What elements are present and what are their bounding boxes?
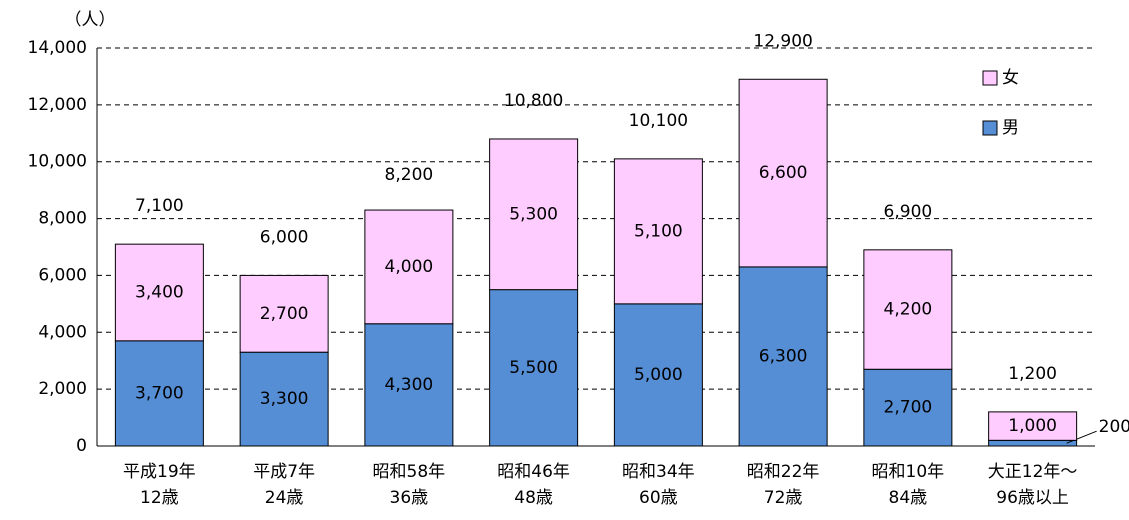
value-label: 2,700 [884,398,933,418]
bar-segment [613,158,703,305]
x-tick-label: 昭和58年 [373,462,446,482]
x-tick-label: 平成7年 [253,462,315,482]
x-tick-label: 72歳 [764,488,803,508]
bar-segment [364,323,454,447]
total-label: 10,100 [629,111,688,131]
bar-segment [738,78,828,268]
y-tick-label: 6,000 [38,265,87,285]
total-label: 1,200 [1008,364,1057,384]
value-label: 4,000 [385,257,434,277]
bar-segment [114,243,204,342]
x-tick-label: 昭和46年 [497,462,570,482]
leader-line [1066,430,1097,444]
x-tick-label: 大正12年～ [988,462,1078,482]
y-tick-label: 4,000 [38,322,87,342]
total-label: 10,800 [504,91,563,111]
y-tick-label: 12,000 [28,95,87,115]
y-tick-label: 10,000 [28,152,87,172]
value-label: 5,500 [509,358,558,378]
bar-segment [239,351,329,447]
value-label: 5,000 [634,365,683,385]
x-tick-label: 12歳 [140,488,179,508]
legend-label: 女 [1002,68,1019,88]
bar-segment [988,439,1078,447]
x-tick-label: 84歳 [889,488,928,508]
value-label: 3,300 [260,389,309,409]
x-tick-label: 48歳 [514,488,553,508]
x-tick-label: 36歳 [390,488,429,508]
bar-segment [489,138,579,291]
bar-segment [988,411,1078,441]
bar-segment [613,303,703,447]
total-label: 6,900 [884,202,933,222]
value-label: 3,700 [135,383,184,403]
bar-segment [239,274,329,353]
x-tick-label: 60歳 [639,488,678,508]
x-tick-label: 昭和10年 [872,462,945,482]
unit-label: （人） [65,10,116,30]
x-tick-label: 24歳 [265,488,304,508]
bar-segment [863,368,953,447]
x-tick-label: 昭和34年 [622,462,695,482]
y-tick-label: 14,000 [28,38,87,58]
total-label: 6,000 [260,227,309,247]
value-label: 3,400 [135,282,184,302]
y-tick-label: 0 [76,436,87,456]
bar-segment [364,209,454,325]
legend-label: 男 [1002,118,1019,138]
bar-segment [114,340,204,447]
legend-swatch [982,70,998,86]
value-label: 6,300 [759,346,808,366]
value-label: 4,300 [385,375,434,395]
x-tick-label: 平成19年 [123,462,196,482]
value-label: 5,300 [509,204,558,224]
value-label: 200 [1099,417,1129,437]
total-label: 8,200 [385,165,434,185]
total-label: 12,900 [753,31,812,51]
value-label: 5,100 [634,221,683,241]
x-tick-label: 96歳以上 [996,488,1069,508]
value-label: 2,700 [260,304,309,324]
value-label: 6,600 [759,163,808,183]
value-label: 1,000 [1008,416,1057,436]
y-tick-label: 2,000 [38,379,87,399]
value-label: 4,200 [884,300,933,320]
legend-swatch [982,120,998,136]
x-tick-label: 昭和22年 [747,462,820,482]
bar-segment [863,249,953,370]
y-tick-label: 8,000 [38,209,87,229]
total-label: 7,100 [135,196,184,216]
